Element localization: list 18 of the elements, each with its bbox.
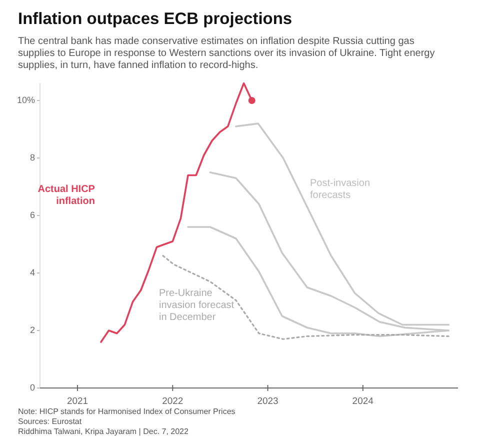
text: Note: HICP stands for Harmonised Index of Consumer Prices <box>18 407 236 416</box>
annotation: Post-invasion forecasts <box>310 178 370 201</box>
y-tick-label: 0 <box>30 382 35 392</box>
y-tick-label: 4 <box>30 267 35 278</box>
x-tick-label: 2023 <box>257 396 278 407</box>
text: Actual HICP inflation <box>38 184 96 207</box>
chart-title: Inflation outpaces ECB projections <box>18 10 292 28</box>
chart-subtitle: The central bank has made conservative estimates on inflation despite Russia cutting gas supplies to Europe in response to Western sanctions over its invasion of Ukraine. Tight energy supplies, in turn, have fanned inflation to record-highs. <box>18 36 435 71</box>
y-tick-label: 2 <box>30 324 35 335</box>
series-label: Pre-Ukraine invasion forecast in December <box>159 288 234 323</box>
x-tick-label: 2024 <box>352 396 374 407</box>
y-tick-label: 10% <box>16 94 35 105</box>
y-tick-label: 6 <box>30 210 35 220</box>
source-note: Sources: Eurostat <box>18 417 82 426</box>
text: Riddhima Talwani, Kripa Jayaram | Dec. 7, 2022 <box>18 427 190 436</box>
x-tick-label: 2021 <box>66 396 88 407</box>
x-tick-label: 2022 <box>162 396 184 407</box>
y-tick-label: 8 <box>30 152 35 162</box>
